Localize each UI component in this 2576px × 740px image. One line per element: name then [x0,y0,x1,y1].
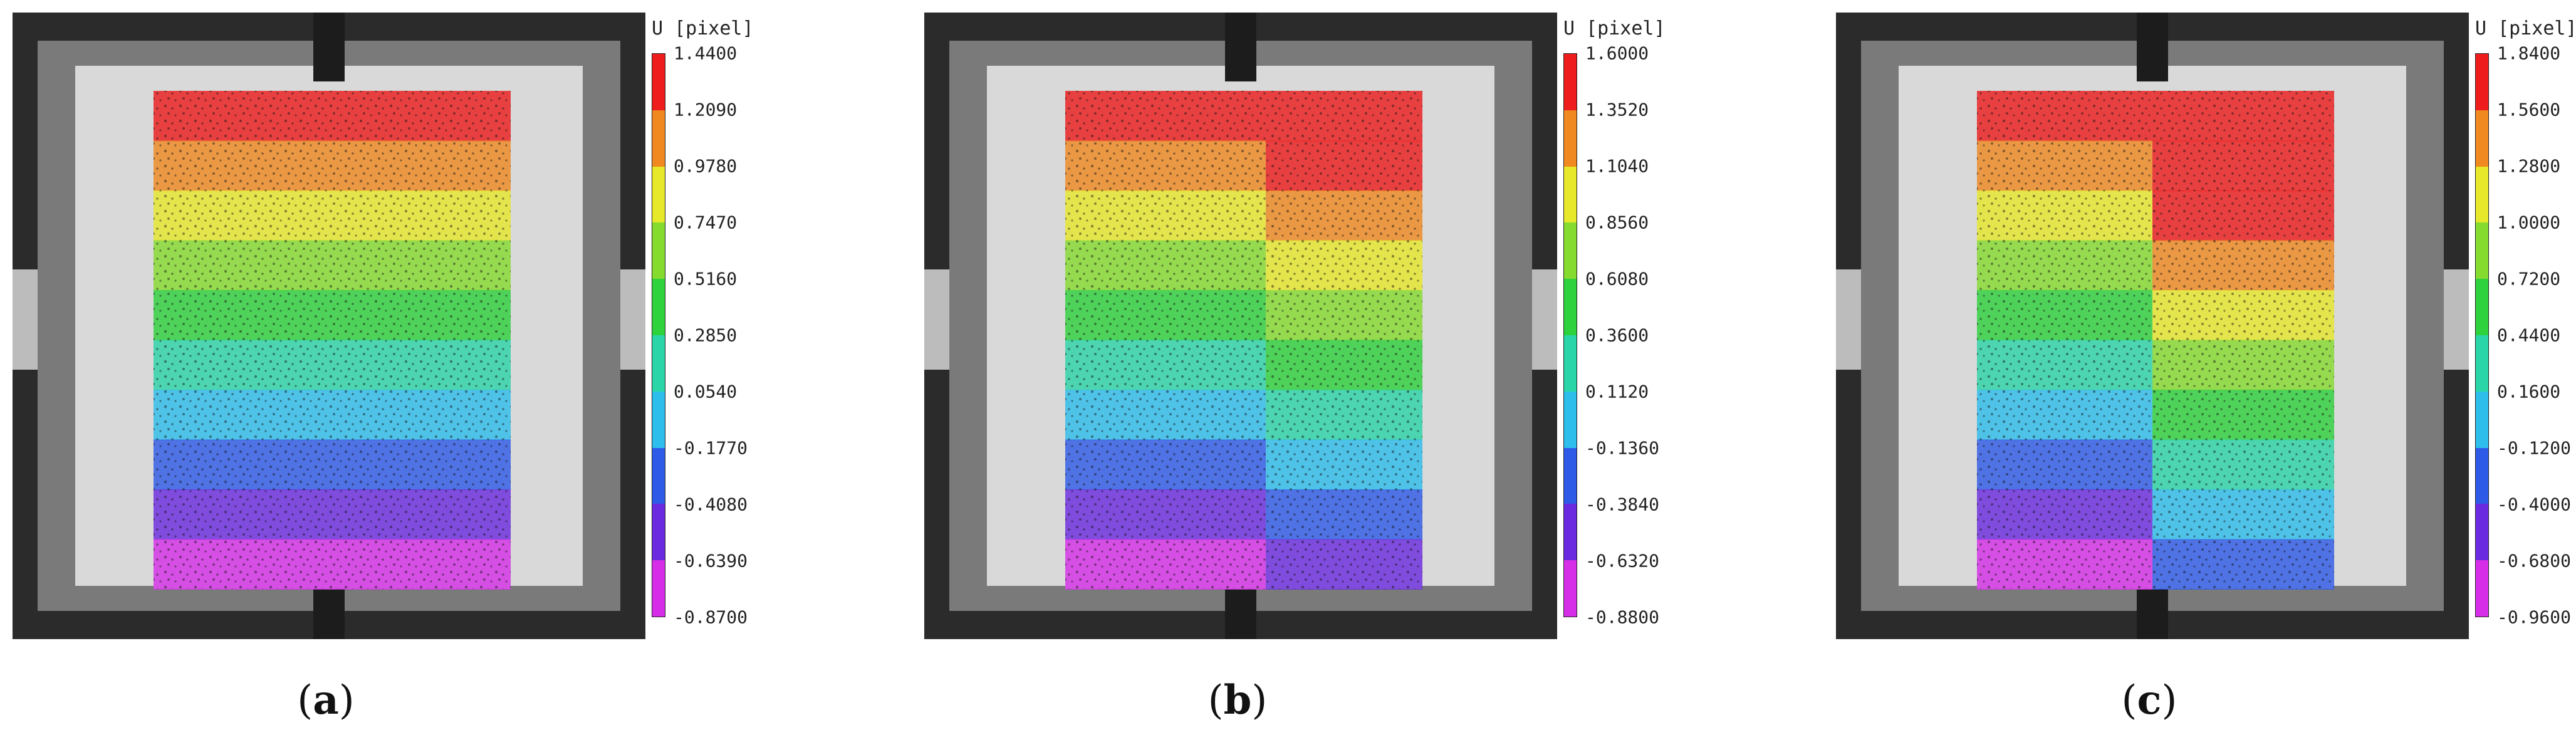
caption-letter: b [1223,677,1252,724]
colorbar-tick-label: 0.0540 [674,381,738,402]
specimen-image-b [924,13,1557,639]
colorbar-tick-label: -0.3840 [1585,494,1660,515]
colorbar-tick-label: 0.5160 [674,268,738,289]
colorbar-segment [2476,447,2488,504]
panel-a: U [pixel] 1.4400 1.2090 0.9780 0.7470 0.5160… [0,0,808,740]
colorbar-tick-label: 1.0000 [2497,212,2561,233]
colorbar-tick-label: 1.6000 [1585,43,1649,64]
caption-close: ) [1251,677,1268,724]
colorbar-tick-label: 1.4400 [674,43,738,64]
colorbar-tick-label: 0.2850 [674,325,738,346]
colorbar-tick-label: 0.4400 [2497,325,2561,346]
colorbar-segment [652,560,665,617]
caption-close: ) [2161,677,2177,724]
colorbar-segment [1564,504,1577,561]
colorbar [652,53,665,617]
colorbar-tick-label: 1.2090 [674,99,738,120]
colorbar-segment [1564,335,1577,392]
colorbar-tick-label: -0.1770 [674,437,748,459]
colorbar-segment [2476,166,2488,223]
panel-caption-b: (b) [1169,677,1306,724]
colorbar-segment [1564,279,1577,335]
colorbar-title: U [pixel] [1563,18,1666,39]
colorbar-tick-label: 1.5600 [2497,99,2561,120]
colorbar-tick-label: 1.1040 [1585,155,1649,177]
colorbar-segment [652,391,665,448]
colorbar-segment [1564,166,1577,223]
specimen-image-c [1836,13,2469,639]
colorbar-tick-label: -0.4000 [2497,494,2572,515]
colorbar-tick-label: -0.8800 [1585,607,1660,628]
colorbar-tick-label: 0.1600 [2497,381,2561,402]
colorbar [1563,53,1577,617]
colorbar-segment [652,54,665,110]
colorbar-tick-label: 0.8560 [1585,212,1649,233]
colorbar-segment [2476,391,2488,448]
colorbar-segment [1564,110,1577,167]
colorbar [2475,53,2489,617]
colorbar-tick-label: -0.8700 [674,607,748,628]
colorbar-tick-label: 0.7470 [674,212,738,233]
colorbar-tick-label: 1.2800 [2497,155,2561,177]
colorbar-segment [1564,222,1577,279]
colorbar-segment [652,166,665,223]
colorbar-tick-label: 0.6080 [1585,268,1649,289]
colorbar-segment [652,279,665,335]
panel-caption-c: (c) [2080,677,2218,724]
caption-open: ( [297,677,313,724]
panel-caption-a: (a) [257,677,395,724]
colorbar-segment [1564,447,1577,504]
colorbar-tick-label: -0.6390 [674,550,748,571]
colorbar-segment [2476,222,2488,279]
colorbar-segment [2476,504,2488,561]
colorbar-segment [1564,560,1577,617]
caption-open: ( [2121,677,2137,724]
colorbar-title: U [pixel] [2475,18,2576,39]
caption-letter: c [2137,677,2162,724]
colorbar-tick-label: 0.9780 [674,155,738,177]
colorbar-segment [652,222,665,279]
caption-close: ) [338,677,355,724]
colorbar-tick-label: -0.6320 [1585,550,1660,571]
colorbar-tick-label: 1.3520 [1585,99,1649,120]
colorbar-segment [652,335,665,392]
colorbar-segment [2476,279,2488,335]
colorbar-segment [2476,110,2488,167]
colorbar-tick-label: -0.1200 [2497,437,2572,459]
colorbar-tick-label: 0.1120 [1585,381,1649,402]
specimen-image-a [13,13,645,639]
colorbar-segment [2476,54,2488,110]
colorbar-segment [1564,391,1577,448]
caption-open: ( [1207,677,1224,724]
colorbar-title: U [pixel] [652,18,754,39]
colorbar-tick-label: -0.6800 [2497,550,2572,571]
colorbar-segment [2476,335,2488,392]
colorbar-segment [652,504,665,561]
panel-c: U [pixel] 1.8400 1.5600 1.2800 1.0000 0.7200… [1823,0,2576,740]
colorbar-tick-label: 0.3600 [1585,325,1649,346]
panel-b: U [pixel] 1.6000 1.3520 1.1040 0.8560 0.6080… [912,0,1720,740]
colorbar-tick-label: 0.7200 [2497,268,2561,289]
colorbar-segment [652,110,665,167]
colorbar-tick-label: -0.1360 [1585,437,1660,459]
colorbar-segment [2476,560,2488,617]
caption-letter: a [313,677,339,724]
colorbar-tick-label: -0.9600 [2497,607,2572,628]
colorbar-tick-label: -0.4080 [674,494,748,515]
colorbar-tick-label: 1.8400 [2497,43,2561,64]
colorbar-segment [1564,54,1577,110]
colorbar-segment [652,447,665,504]
